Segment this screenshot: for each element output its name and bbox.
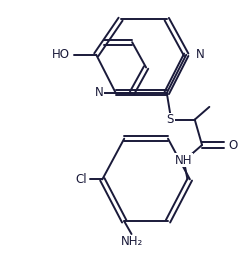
Text: S: S [167, 113, 174, 126]
Text: O: O [229, 139, 238, 152]
Text: N: N [95, 86, 104, 99]
Text: NH₂: NH₂ [120, 235, 143, 248]
Text: N: N [196, 48, 205, 61]
Text: NH: NH [175, 154, 193, 167]
Text: Cl: Cl [75, 173, 87, 186]
Text: HO: HO [51, 48, 69, 61]
